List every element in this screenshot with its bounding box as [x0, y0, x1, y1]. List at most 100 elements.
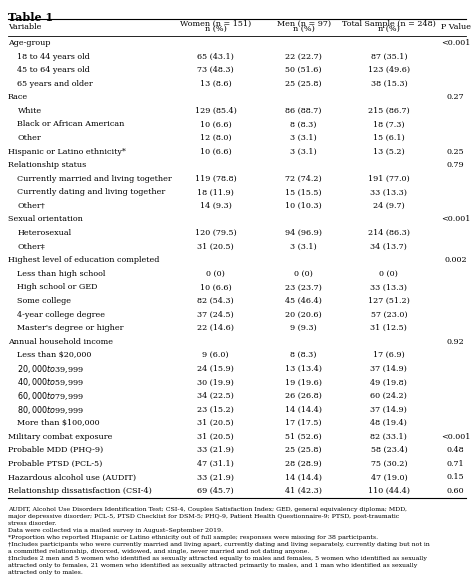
- Text: 18 (7.3): 18 (7.3): [373, 120, 405, 128]
- Text: 31 (20.5): 31 (20.5): [197, 242, 234, 251]
- Text: 0.25: 0.25: [447, 148, 465, 155]
- Text: 119 (78.8): 119 (78.8): [194, 175, 237, 183]
- Text: 23 (23.7): 23 (23.7): [285, 283, 322, 291]
- Text: Less than high school: Less than high school: [18, 270, 106, 278]
- Text: 4-year college degree: 4-year college degree: [18, 311, 106, 318]
- Text: 10 (10.3): 10 (10.3): [285, 202, 322, 210]
- Text: 73 (48.3): 73 (48.3): [197, 66, 234, 74]
- Text: Data were collected via a mailed survey in August–September 2019.: Data were collected via a mailed survey …: [8, 528, 223, 533]
- Text: 3 (3.1): 3 (3.1): [290, 242, 317, 251]
- Text: 0.71: 0.71: [447, 460, 465, 468]
- Text: *Proportion who reported Hispanic or Latino ethnicity out of full sample; respon: *Proportion who reported Hispanic or Lat…: [8, 535, 378, 540]
- Text: 49 (19.8): 49 (19.8): [371, 378, 407, 387]
- Text: 110 (44.4): 110 (44.4): [368, 487, 410, 495]
- Text: 65 years and older: 65 years and older: [18, 80, 93, 88]
- Text: 17 (17.5): 17 (17.5): [285, 419, 322, 427]
- Text: AUDIT, Alcohol Use Disorders Identification Test; CSI-4, Couples Satisfaction In: AUDIT, Alcohol Use Disorders Identificat…: [8, 507, 407, 512]
- Text: Other†: Other†: [18, 202, 46, 210]
- Text: P Value: P Value: [440, 23, 471, 32]
- Text: 34 (13.7): 34 (13.7): [371, 242, 407, 251]
- Text: Some college: Some college: [18, 297, 72, 305]
- Text: Other‡: Other‡: [18, 242, 45, 251]
- Text: Hazardous alcohol use (AUDIT): Hazardous alcohol use (AUDIT): [8, 474, 136, 481]
- Text: 18 to 44 years old: 18 to 44 years old: [18, 53, 90, 61]
- Text: 12 (8.0): 12 (8.0): [200, 134, 231, 142]
- Text: 86 (88.7): 86 (88.7): [285, 107, 322, 115]
- Text: 47 (19.0): 47 (19.0): [371, 474, 407, 481]
- Text: 94 (96.9): 94 (96.9): [285, 229, 322, 237]
- Text: 41 (42.3): 41 (42.3): [285, 487, 322, 495]
- Text: 33 (13.3): 33 (13.3): [370, 189, 407, 196]
- Text: 120 (79.5): 120 (79.5): [194, 229, 237, 237]
- Text: 87 (35.1): 87 (35.1): [371, 53, 407, 61]
- Text: 14 (9.3): 14 (9.3): [200, 202, 231, 210]
- Text: 191 (77.0): 191 (77.0): [368, 175, 410, 183]
- Text: 10 (6.6): 10 (6.6): [200, 283, 231, 291]
- Text: Annual household income: Annual household income: [8, 338, 113, 346]
- Text: 14 (14.4): 14 (14.4): [285, 405, 322, 413]
- Text: 82 (33.1): 82 (33.1): [371, 433, 407, 441]
- Text: attracted only to males.: attracted only to males.: [8, 571, 82, 575]
- Text: Black or African American: Black or African American: [18, 120, 125, 128]
- Text: 15 (6.1): 15 (6.1): [373, 134, 405, 142]
- Text: 48 (19.4): 48 (19.4): [371, 419, 407, 427]
- Text: 3 (3.1): 3 (3.1): [290, 148, 317, 155]
- Text: 50 (51.6): 50 (51.6): [285, 66, 322, 74]
- Text: 8 (8.3): 8 (8.3): [291, 120, 317, 128]
- Text: 28 (28.9): 28 (28.9): [285, 460, 322, 468]
- Text: 214 (86.3): 214 (86.3): [368, 229, 410, 237]
- Text: n (%): n (%): [378, 25, 400, 33]
- Text: Relationship dissatisfaction (CSI-4): Relationship dissatisfaction (CSI-4): [8, 487, 152, 495]
- Text: 72 (74.2): 72 (74.2): [285, 175, 322, 183]
- Text: 38 (15.3): 38 (15.3): [371, 80, 407, 88]
- Text: 34 (22.5): 34 (22.5): [197, 392, 234, 400]
- Text: 0 (0): 0 (0): [380, 270, 398, 278]
- Text: 65 (43.1): 65 (43.1): [197, 53, 234, 61]
- Text: Relationship status: Relationship status: [8, 161, 86, 169]
- Text: 10 (6.6): 10 (6.6): [200, 148, 231, 155]
- Text: 57 (23.0): 57 (23.0): [371, 311, 407, 318]
- Text: Age-group: Age-group: [8, 39, 50, 47]
- Text: †Includes participants who were currently married and living apart, currently da: †Includes participants who were currentl…: [8, 542, 429, 547]
- Text: 13 (13.4): 13 (13.4): [285, 365, 322, 373]
- Text: $20,000 to $39,999: $20,000 to $39,999: [18, 363, 84, 375]
- Text: n (%): n (%): [204, 25, 227, 33]
- Text: 0.60: 0.60: [447, 487, 465, 495]
- Text: $60,000 to $79,999: $60,000 to $79,999: [18, 390, 84, 402]
- Text: ‡Includes 2 men and 5 women who identified as sexually attracted equally to male: ‡Includes 2 men and 5 women who identifi…: [8, 556, 427, 561]
- Text: White: White: [18, 107, 42, 115]
- Text: 31 (12.5): 31 (12.5): [371, 324, 407, 332]
- Text: stress disorder.: stress disorder.: [8, 521, 56, 526]
- Text: 45 (46.4): 45 (46.4): [285, 297, 322, 305]
- Text: High school or GED: High school or GED: [18, 283, 98, 291]
- Text: 82 (54.3): 82 (54.3): [197, 297, 234, 305]
- Text: 3 (3.1): 3 (3.1): [290, 134, 317, 142]
- Text: Women (n = 151): Women (n = 151): [180, 19, 251, 27]
- Text: 9 (6.0): 9 (6.0): [202, 351, 229, 359]
- Text: Race: Race: [8, 93, 28, 101]
- Text: $40,000 to $59,999: $40,000 to $59,999: [18, 377, 84, 388]
- Text: 0.27: 0.27: [447, 93, 465, 101]
- Text: 15 (15.5): 15 (15.5): [285, 189, 322, 196]
- Text: 26 (26.8): 26 (26.8): [285, 392, 322, 400]
- Text: a committed relationship, divorced, widowed, and single, never married and not d: a committed relationship, divorced, wido…: [8, 549, 309, 554]
- Text: 0.48: 0.48: [447, 446, 465, 454]
- Text: 37 (14.9): 37 (14.9): [371, 405, 407, 413]
- Text: Hispanic or Latino ethnicity*: Hispanic or Latino ethnicity*: [8, 148, 126, 155]
- Text: <0.001: <0.001: [441, 433, 470, 441]
- Text: 20 (20.6): 20 (20.6): [285, 311, 322, 318]
- Text: Sexual orientation: Sexual orientation: [8, 215, 82, 224]
- Text: 215 (86.7): 215 (86.7): [368, 107, 410, 115]
- Text: <0.001: <0.001: [441, 39, 470, 47]
- Text: 33 (21.9): 33 (21.9): [197, 446, 234, 454]
- Text: 0 (0): 0 (0): [294, 270, 313, 278]
- Text: 33 (21.9): 33 (21.9): [197, 474, 234, 481]
- Text: Heterosexual: Heterosexual: [18, 229, 72, 237]
- Text: 24 (9.7): 24 (9.7): [373, 202, 405, 210]
- Text: 10 (6.6): 10 (6.6): [200, 120, 231, 128]
- Text: Master's degree or higher: Master's degree or higher: [18, 324, 124, 332]
- Text: 22 (14.6): 22 (14.6): [197, 324, 234, 332]
- Text: Probable PTSD (PCL-5): Probable PTSD (PCL-5): [8, 460, 102, 468]
- Text: Less than $20,000: Less than $20,000: [18, 351, 92, 359]
- Text: 47 (31.1): 47 (31.1): [197, 460, 234, 468]
